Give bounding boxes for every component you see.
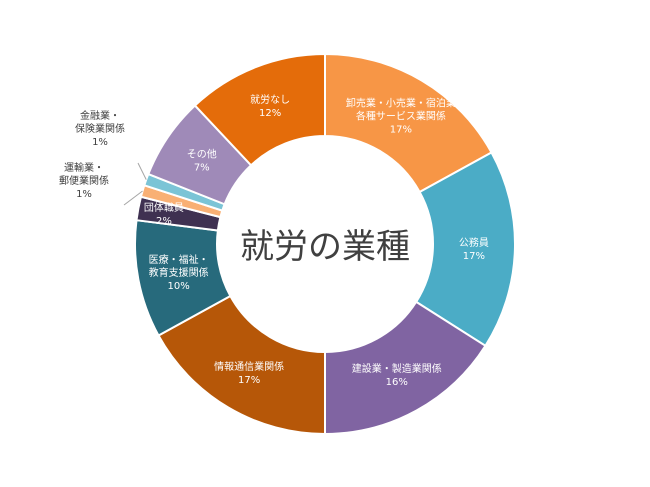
slice-category-label: 保険業関係 — [75, 122, 125, 135]
slice-label: 医療・福祉・教育支援関係 10% — [149, 253, 209, 292]
slice-label: 卸売業・小売業・宿泊業各種サービス業関係 17% — [346, 97, 456, 136]
slice-category-label: 郵便業関係 — [59, 174, 109, 187]
slice-label: 情報通信業関係 17% — [214, 360, 284, 386]
slice-value-label: 17% — [238, 375, 260, 386]
slice-label: 就労なし 12% — [250, 93, 290, 119]
leader-line — [137, 162, 147, 180]
slice-label: 団体職員 2% — [144, 202, 184, 227]
slice-category-label: 各種サービス業関係 — [356, 110, 446, 123]
donut-segments — [134, 52, 516, 436]
slice-category-label: 運輸業・ — [64, 161, 104, 174]
slice-category-label: 団体職員 — [144, 202, 184, 214]
slice-category-label: 情報通信業関係 — [214, 360, 284, 373]
slice-label: その他 7% — [187, 148, 217, 174]
slice-category-label: 就労なし — [250, 93, 290, 106]
donut-segment — [193, 52, 326, 167]
slice-label: 公務員 17% — [459, 236, 489, 262]
slice-label: 金融業・保険業関係 1% — [75, 109, 125, 148]
slice-category-label: その他 — [187, 148, 217, 161]
slice-category-label: 公務員 — [459, 236, 489, 249]
slice-category-label: 教育支援関係 — [149, 266, 209, 279]
chart-title: 就労の業種 — [240, 227, 410, 267]
slice-label: 建設業・製造業関係 16% — [352, 362, 442, 388]
slice-value-label: 16% — [386, 377, 408, 388]
leader-line — [123, 190, 143, 206]
slice-category-label: 卸売業・小売業・宿泊業 — [346, 97, 456, 110]
slice-value-label: 1% — [76, 189, 92, 200]
slice-category-label: 医療・福祉・ — [149, 253, 209, 266]
slice-value-label: 7% — [194, 163, 210, 174]
slice-value-label: 17% — [390, 125, 412, 136]
slice-value-label: 12% — [259, 108, 281, 119]
slice-value-label: 10% — [168, 281, 190, 292]
slice-value-label: 1% — [92, 137, 108, 148]
slice-label: 運輸業・郵便業関係 1% — [59, 161, 109, 200]
slice-value-label: 17% — [463, 251, 485, 262]
slice-value-label: 2% — [156, 216, 172, 227]
slice-category-label: 金融業・ — [80, 109, 120, 122]
slice-category-label: 建設業・製造業関係 — [352, 362, 442, 375]
donut-labels: 卸売業・小売業・宿泊業各種サービス業関係 17% 公務員 17% 建設業・製造業関係 16… — [59, 93, 489, 388]
